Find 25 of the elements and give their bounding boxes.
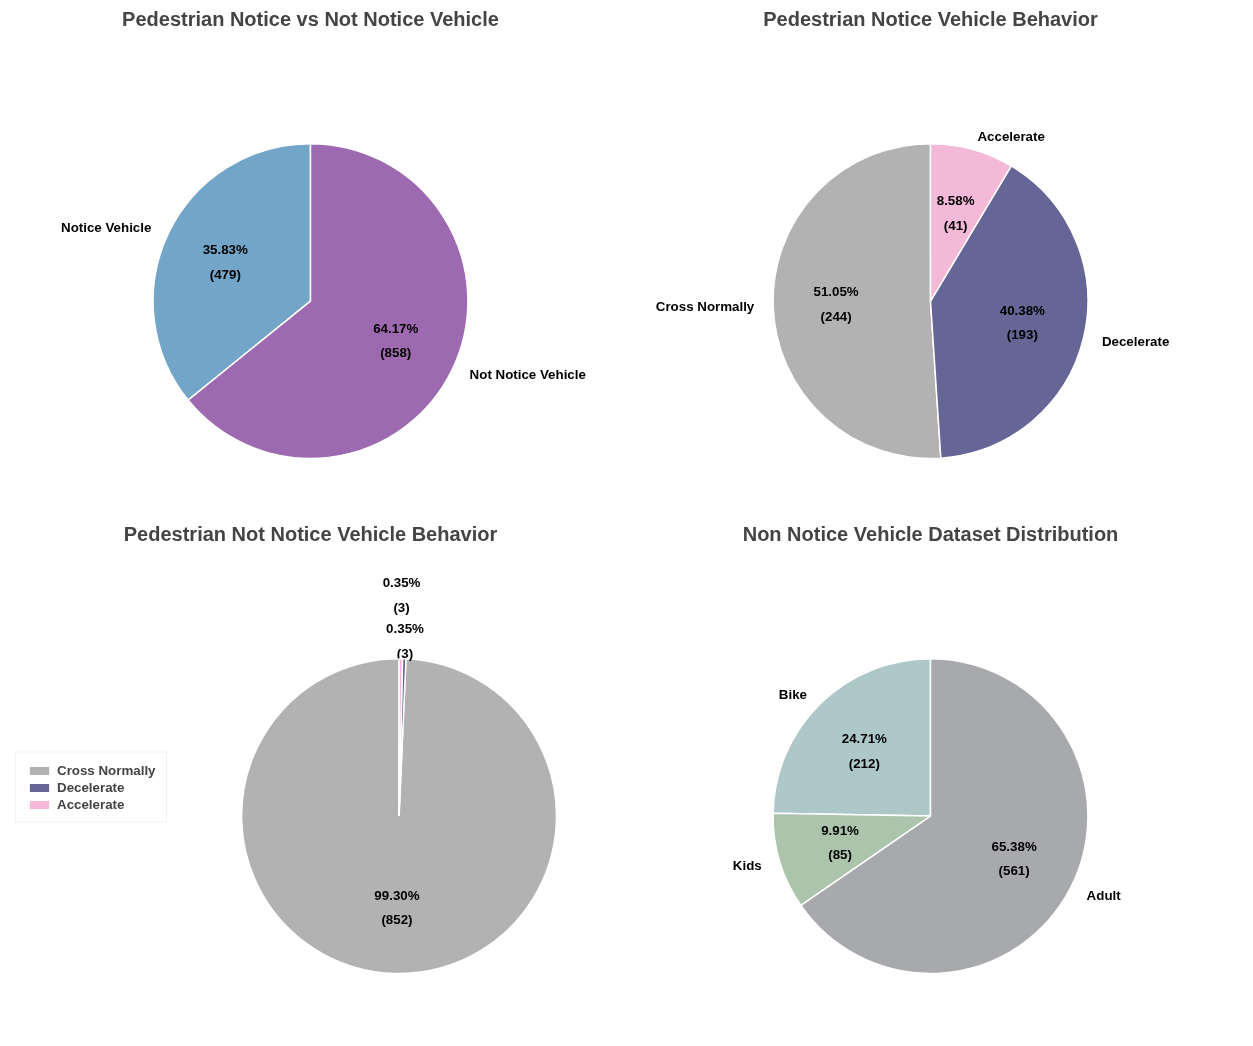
chart-title: Non Notice Vehicle Dataset Distribution xyxy=(742,522,1119,545)
chart-title: Pedestrian Not Notice Vehicle Behavior xyxy=(123,522,498,545)
data-label: 0.35% (3) xyxy=(382,575,421,616)
slice-label: Accelerate xyxy=(977,129,1045,145)
data-label: 64.17% (858) xyxy=(373,320,419,361)
legend-label: Accelerate xyxy=(57,796,125,812)
data-label: 8.58% (41) xyxy=(936,193,975,233)
data-label: 99.30% (852) xyxy=(374,887,420,928)
legend-label: Decelerate xyxy=(57,779,125,795)
slice-label: Decelerate xyxy=(1101,333,1170,349)
data-label: 9.91% (85) xyxy=(821,822,860,863)
chart-title: Pedestrian Notice Vehicle Behavior xyxy=(763,7,1099,30)
data-label: 24.71% (212) xyxy=(841,730,888,771)
legend-label: Cross Normally xyxy=(57,762,156,778)
chart-title: Pedestrian Notice vs Not Notice Vehicle xyxy=(122,7,499,30)
data-label: 35.83% (479) xyxy=(202,241,249,282)
slice-label: Bike xyxy=(778,686,807,702)
slice-label: Cross Normally xyxy=(655,299,755,315)
data-label: 40.38% (193) xyxy=(999,302,1046,343)
slice-label: Not Notice Vehicle xyxy=(469,367,586,383)
data-label: 65.38% (561) xyxy=(991,838,1037,879)
slice-label: Kids xyxy=(732,857,762,873)
slice-label: Adult xyxy=(1086,887,1122,903)
data-label: 51.05% (244) xyxy=(813,284,859,324)
slice-label: Notice Vehicle xyxy=(61,220,152,236)
